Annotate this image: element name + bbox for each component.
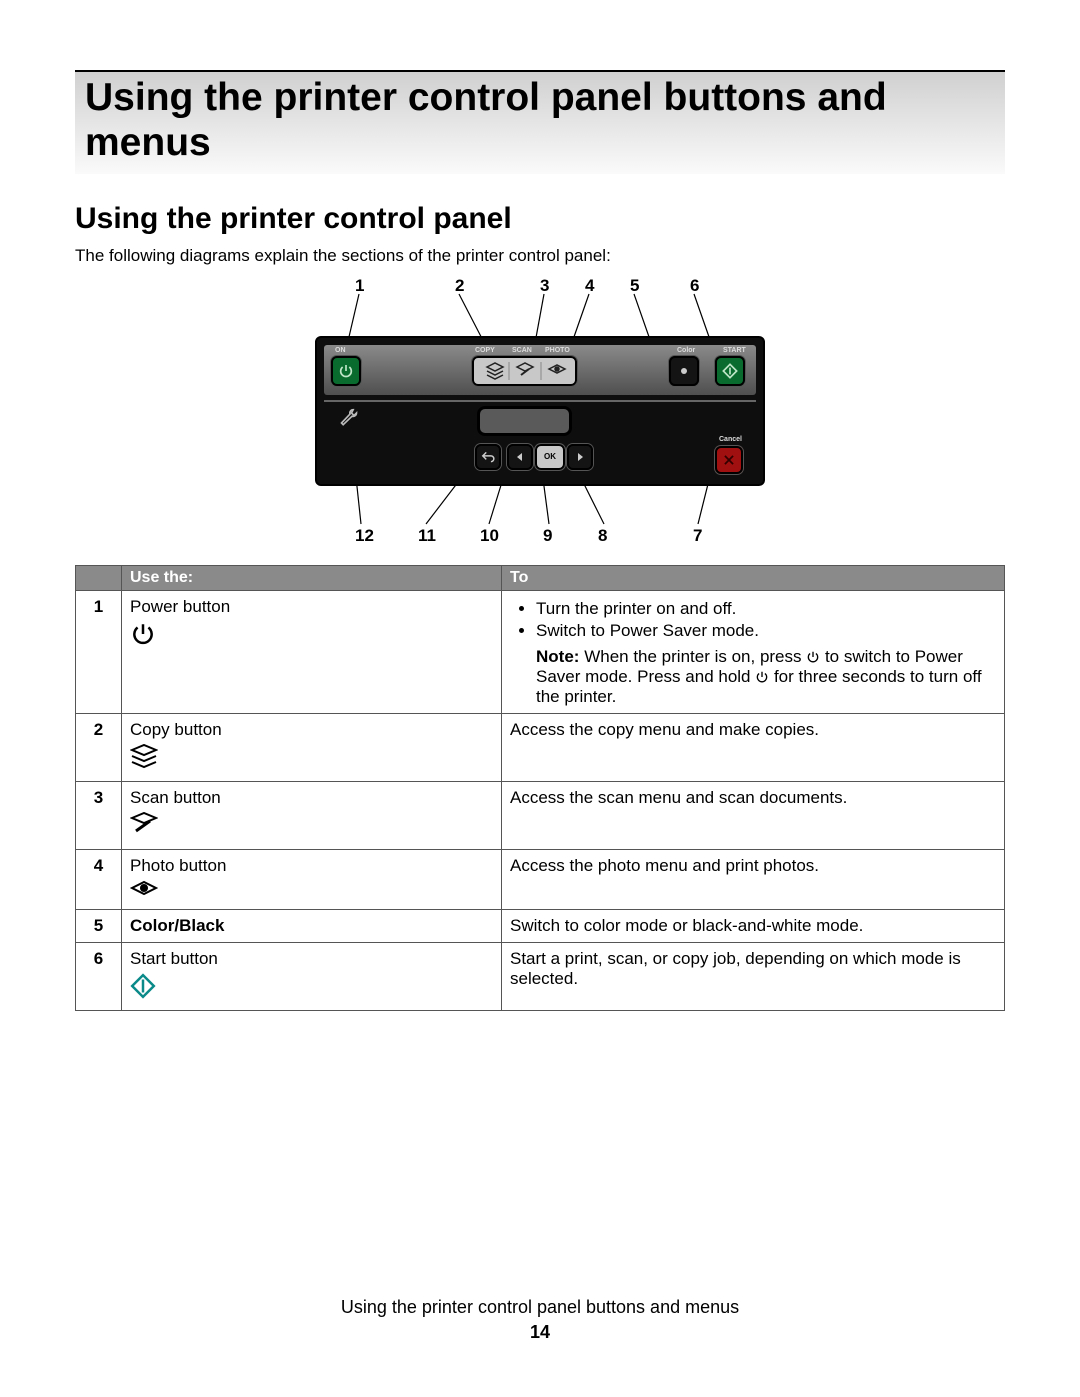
callout-6: 6 — [690, 276, 699, 296]
cancel-button[interactable] — [715, 446, 743, 474]
table-row: 6 Start button Start a print, scan, or c… — [76, 942, 1005, 1010]
left-arrow-icon — [515, 452, 525, 462]
row-to: Access the copy menu and make copies. — [502, 713, 1005, 781]
callout-9: 9 — [543, 526, 552, 546]
section-title: Using the printer control panel — [75, 202, 1005, 236]
row-use-label: Copy button — [130, 720, 222, 739]
right-arrow-icon — [575, 452, 585, 462]
row-num: 5 — [76, 909, 122, 942]
row-num: 2 — [76, 713, 122, 781]
button-reference-table: Use the: To 1 Power button Turn the prin… — [75, 565, 1005, 1011]
label-scan: SCAN — [512, 347, 532, 354]
label-start: START — [723, 347, 746, 354]
power-icon — [755, 670, 769, 684]
label-copy: COPY — [475, 347, 495, 354]
setup-icon — [339, 408, 359, 433]
callout-7: 7 — [693, 526, 702, 546]
row-use: Color/Black — [122, 909, 502, 942]
power-icon — [806, 650, 820, 664]
cancel-icon — [722, 453, 736, 467]
table-row: 3 Scan button Access the scan menu and s… — [76, 781, 1005, 849]
start-icon — [722, 363, 738, 379]
photo-icon — [549, 365, 565, 373]
table-row: 1 Power button Turn the printer on and o… — [76, 590, 1005, 713]
callout-3: 3 — [540, 276, 549, 296]
right-arrow-button[interactable] — [567, 444, 593, 470]
row-use-label: Power button — [130, 597, 230, 616]
copy-icon — [487, 363, 503, 379]
row-to: Turn the printer on and off. Switch to P… — [502, 590, 1005, 713]
back-button[interactable] — [475, 444, 501, 470]
table-row: 2 Copy button Access the copy menu and m… — [76, 713, 1005, 781]
panel-body: ON COPY SCAN PHOTO Color Black START Can… — [315, 336, 765, 486]
power-button[interactable] — [331, 356, 361, 386]
row-use: Start button — [122, 942, 502, 1010]
control-panel-diagram: 1 2 3 4 5 6 7 8 9 10 11 12 — [75, 276, 1005, 551]
row-note: Note: When the printer is on, press to s… — [536, 647, 996, 707]
row-to: Start a print, scan, or copy job, depend… — [502, 942, 1005, 1010]
callout-5: 5 — [630, 276, 639, 296]
callout-4: 4 — [585, 276, 594, 296]
scan-icon — [130, 812, 493, 843]
row-use-label: Photo button — [130, 856, 226, 875]
power-icon — [338, 363, 354, 379]
start-button[interactable] — [715, 356, 745, 386]
callout-8: 8 — [598, 526, 607, 546]
color-black-button[interactable] — [669, 356, 699, 386]
label-photo: PHOTO — [545, 347, 570, 354]
callout-11: 11 — [418, 526, 436, 546]
chapter-title: Using the printer control panel buttons … — [75, 70, 1005, 174]
label-cancel: Cancel — [719, 436, 742, 443]
back-icon — [481, 450, 495, 464]
row-num: 3 — [76, 781, 122, 849]
intro-text: The following diagrams explain the secti… — [75, 246, 1005, 266]
row-num: 6 — [76, 942, 122, 1010]
row-num: 4 — [76, 849, 122, 909]
col-to: To — [502, 565, 1005, 590]
footer-title: Using the printer control panel buttons … — [0, 1297, 1080, 1318]
label-on: ON — [335, 347, 346, 354]
row-num: 1 — [76, 590, 122, 713]
col-use: Use the: — [122, 565, 502, 590]
row-use: Photo button — [122, 849, 502, 909]
callout-10: 10 — [480, 526, 499, 546]
lcd-display — [477, 406, 572, 436]
start-icon — [130, 973, 493, 1004]
label-color: Color — [677, 347, 695, 354]
row-use: Copy button — [122, 713, 502, 781]
mode-buttons[interactable] — [472, 356, 577, 386]
power-icon — [130, 621, 493, 652]
ok-button[interactable]: OK — [535, 444, 565, 470]
row-to: Switch to color mode or black-and-white … — [502, 909, 1005, 942]
scan-icon — [517, 363, 533, 375]
row-use: Power button — [122, 590, 502, 713]
row-use-label: Start button — [130, 949, 218, 968]
bullet: Switch to Power Saver mode. — [536, 621, 996, 641]
col-num — [76, 565, 122, 590]
left-arrow-button[interactable] — [507, 444, 533, 470]
bullet: Turn the printer on and off. — [536, 599, 996, 619]
copy-icon — [130, 744, 493, 775]
callout-2: 2 — [455, 276, 464, 296]
row-use-label: Scan button — [130, 788, 221, 807]
row-to: Access the scan menu and scan documents. — [502, 781, 1005, 849]
table-row: 4 Photo button Access the photo menu and… — [76, 849, 1005, 909]
row-to: Access the photo menu and print photos. — [502, 849, 1005, 909]
callout-1: 1 — [355, 276, 364, 296]
callout-12: 12 — [355, 526, 374, 546]
page-number: 14 — [0, 1322, 1080, 1343]
row-use: Scan button — [122, 781, 502, 849]
table-row: 5 Color/Black Switch to color mode or bl… — [76, 909, 1005, 942]
photo-icon — [130, 880, 493, 903]
